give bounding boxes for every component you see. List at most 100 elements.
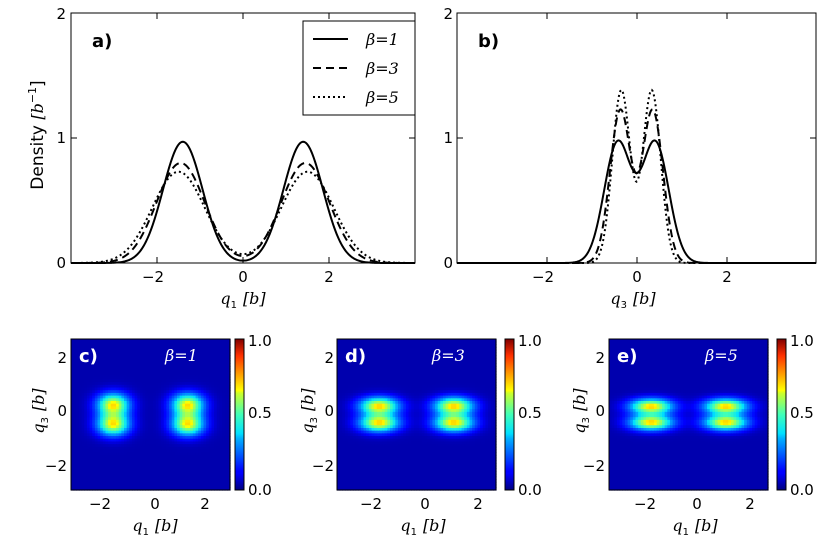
heat-d-cell bbox=[411, 347, 415, 351]
heat-c-cell bbox=[92, 430, 96, 434]
heat-c-cell bbox=[116, 487, 120, 491]
heat-d-cell bbox=[464, 349, 468, 354]
heat-d-cell bbox=[488, 401, 492, 405]
heat-c-cell bbox=[219, 387, 223, 391]
heat-d-cell bbox=[350, 341, 354, 345]
heat-c-cell bbox=[78, 438, 83, 443]
heat-d-cell bbox=[358, 363, 362, 367]
heat-c-cell bbox=[161, 454, 165, 459]
heat-c-cell bbox=[171, 384, 175, 389]
heat-c-cell bbox=[129, 473, 133, 478]
heat-c-cell bbox=[129, 376, 133, 381]
heat-c-cell bbox=[81, 417, 85, 421]
heat-d-cell bbox=[474, 371, 479, 375]
heat-d-cell bbox=[482, 395, 486, 399]
b-ytick-label-2: 2 bbox=[443, 5, 453, 23]
heat-c-cell bbox=[187, 392, 191, 397]
heat-c-cell bbox=[110, 365, 114, 370]
heat-d-cell bbox=[416, 357, 420, 362]
heat-c-cell bbox=[171, 357, 175, 362]
heat-c-cell bbox=[86, 347, 91, 351]
heat-c-cell bbox=[142, 419, 146, 424]
heat-c-cell bbox=[222, 422, 226, 426]
heat-d-cell bbox=[408, 360, 412, 364]
heat-c-cell bbox=[105, 430, 109, 434]
heat-d-cell bbox=[411, 341, 415, 345]
heat-c-cell bbox=[94, 430, 99, 434]
heat-c-cell bbox=[158, 465, 162, 470]
heat-d-cell bbox=[358, 339, 362, 343]
heat-d-cell bbox=[482, 355, 486, 359]
heat-d-cell bbox=[445, 398, 449, 402]
heat-d-cell bbox=[344, 387, 349, 391]
heat-c-cell bbox=[224, 446, 228, 451]
heat-c-cell bbox=[81, 481, 85, 486]
heat-d-cell bbox=[480, 339, 484, 343]
heat-c-cell bbox=[78, 422, 83, 426]
heat-c-cell bbox=[206, 460, 210, 464]
heat-d-cell bbox=[490, 341, 494, 345]
heat-c-cell bbox=[71, 430, 75, 434]
heat-c-cell bbox=[158, 471, 162, 475]
heat-c-cell bbox=[224, 452, 228, 456]
heat-c-cell bbox=[137, 365, 141, 370]
heat-c-cell bbox=[142, 454, 146, 459]
heat-c-cell bbox=[208, 438, 213, 443]
heat-c-cell bbox=[137, 371, 141, 375]
heat-c-cell bbox=[169, 398, 173, 402]
heat-c-cell bbox=[169, 436, 173, 440]
heat-d-cell bbox=[474, 374, 479, 378]
heat-c-cell bbox=[203, 444, 207, 448]
heat-c-cell bbox=[155, 390, 160, 394]
heat-d-cell bbox=[344, 392, 349, 397]
heat-d-cell bbox=[405, 390, 410, 394]
heat-c-cell bbox=[227, 419, 231, 424]
heat-c-cell bbox=[97, 427, 101, 432]
heat-d-cell bbox=[453, 365, 457, 370]
heat-c-cell bbox=[227, 463, 231, 467]
heat-c-cell bbox=[177, 406, 181, 410]
heat-c-cell bbox=[97, 403, 101, 408]
heat-c-cell bbox=[97, 395, 101, 399]
heat-c-cell bbox=[182, 398, 186, 402]
heat-c-cell bbox=[78, 384, 83, 389]
heat-c-cell bbox=[171, 409, 175, 413]
heat-c-cell bbox=[177, 368, 181, 372]
heat-d-cell bbox=[387, 374, 391, 378]
heat-c-cell bbox=[118, 441, 122, 445]
heat-c-cell bbox=[142, 379, 146, 383]
heat-c-cell bbox=[94, 441, 99, 445]
heat-d-cell bbox=[440, 395, 444, 399]
heat-d-cell bbox=[390, 384, 394, 389]
heat-d-cell bbox=[472, 365, 476, 370]
heat-c-cell bbox=[124, 463, 128, 467]
heat-c-cell bbox=[177, 414, 181, 418]
heat-c-cell bbox=[131, 360, 136, 364]
heat-d-cell bbox=[384, 360, 388, 364]
heat-c-cell bbox=[224, 355, 228, 359]
heat-c-cell bbox=[110, 471, 114, 475]
heat-c-cell bbox=[171, 341, 175, 345]
heat-c-cell bbox=[206, 444, 210, 448]
heat-c-cell bbox=[195, 349, 199, 354]
heat-c-cell bbox=[153, 363, 157, 367]
heat-d-cell bbox=[397, 398, 402, 402]
heat-c-cell bbox=[139, 438, 144, 443]
heat-d-cell bbox=[461, 339, 465, 343]
heat-c-cell bbox=[169, 484, 173, 488]
heat-c-cell bbox=[105, 471, 109, 475]
heat-c-cell bbox=[219, 374, 223, 378]
heat-c-cell bbox=[171, 427, 175, 432]
heat-c-cell bbox=[100, 484, 104, 488]
heat-c-cell bbox=[86, 406, 91, 410]
heat-c-cell bbox=[86, 417, 91, 421]
heat-d-cell bbox=[440, 365, 444, 370]
heat-d-cell bbox=[493, 401, 497, 405]
heat-c-cell bbox=[150, 368, 154, 372]
heat-c-cell bbox=[121, 379, 125, 383]
heat-c-cell bbox=[126, 376, 130, 381]
heat-c-cell bbox=[105, 406, 109, 410]
heat-c-cell bbox=[203, 341, 207, 345]
heat-c-cell bbox=[211, 349, 215, 354]
heat-d-cell bbox=[443, 339, 447, 343]
